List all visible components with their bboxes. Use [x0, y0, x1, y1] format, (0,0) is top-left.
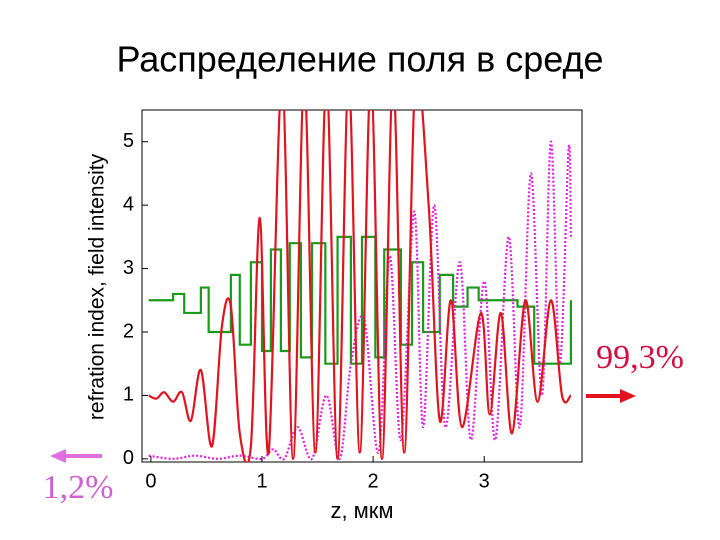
y-axis-label: refration index, field intensity: [86, 153, 109, 420]
y-tick-label: 0: [123, 447, 134, 469]
chart-title: Распределение поля в среде: [116, 39, 603, 80]
y-tick-label: 5: [123, 130, 134, 152]
x-tick-label: 3: [479, 470, 490, 492]
x-tick-label: 0: [145, 470, 156, 492]
x-axis-label: z, мкм: [330, 498, 393, 523]
y-tick-label: 4: [123, 193, 134, 215]
x-tick-label: 2: [368, 470, 379, 492]
arrow-right: [586, 389, 636, 403]
y-tick-label: 1: [123, 384, 134, 406]
series-line: [148, 110, 572, 462]
x-tick-label: 1: [256, 470, 267, 492]
y-tick-label: 3: [123, 257, 134, 279]
arrow-left: [50, 449, 102, 463]
y-tick-label: 2: [123, 320, 134, 342]
annotation: 1,2%: [43, 469, 114, 506]
annotation: 99,3%: [596, 339, 684, 376]
series-line: [148, 235, 572, 365]
plot-frame: [141, 109, 583, 463]
plot-area: [148, 110, 572, 462]
